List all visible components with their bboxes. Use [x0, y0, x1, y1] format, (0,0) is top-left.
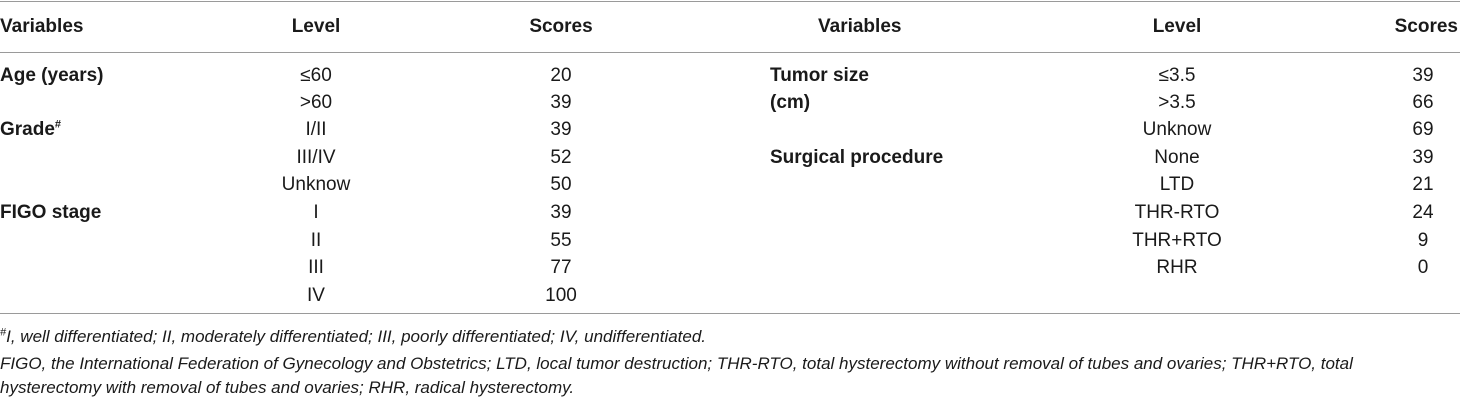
level-cell: RHR	[1156, 257, 1198, 278]
header-left-variables: Variables	[0, 16, 84, 37]
level-cell: III/IV	[296, 147, 336, 168]
header-left-level: Level	[291, 16, 341, 37]
level-cell: III	[308, 257, 324, 278]
score-cell: 39	[1412, 65, 1434, 86]
level-cell: II	[310, 230, 322, 251]
variable-surgical-procedure: Surgical procedure	[770, 147, 944, 168]
score-cell: 39	[550, 92, 572, 113]
table-header-rule	[0, 52, 1460, 53]
footnote-marker: #	[0, 326, 7, 339]
level-cell: >3.5	[1158, 92, 1196, 113]
level-cell: None	[1154, 147, 1200, 168]
score-cell: 50	[550, 174, 572, 195]
footnote-abbreviations-line1: FIGO, the International Federation of Gy…	[0, 354, 1353, 373]
footnote-grade-text: I, well differentiated; II, moderately d…	[6, 327, 707, 346]
score-cell: 66	[1412, 92, 1434, 113]
variable-grade: Grade#	[0, 119, 61, 141]
level-cell: Unknow	[281, 174, 351, 195]
header-left-scores: Scores	[529, 16, 593, 37]
header-right-level: Level	[1152, 16, 1202, 37]
score-cell: 20	[550, 65, 572, 86]
variable-tumor-size: Tumor size	[770, 65, 869, 86]
level-cell: IV	[307, 285, 325, 306]
score-cell: 0	[1417, 257, 1429, 278]
score-cell: 77	[550, 257, 572, 278]
score-cell: 52	[550, 147, 572, 168]
score-cell: 55	[550, 230, 572, 251]
level-cell: LTD	[1159, 174, 1195, 195]
level-cell: THR-RTO	[1134, 202, 1220, 223]
level-cell: >60	[299, 92, 333, 113]
level-cell: I	[313, 202, 319, 223]
score-cell: 69	[1412, 119, 1434, 140]
level-cell: Unknow	[1142, 119, 1212, 140]
level-cell: ≤60	[300, 65, 332, 86]
score-cell: 100	[545, 285, 577, 306]
score-cell: 39	[550, 119, 572, 140]
header-right-variables: Variables	[818, 16, 902, 37]
header-right-scores: Scores	[1394, 16, 1458, 37]
footnote-grade: #I, well differentiated; II, moderately …	[0, 326, 706, 347]
variable-tumor-size-unit: (cm)	[770, 92, 811, 113]
footnote-marker: #	[54, 118, 62, 131]
score-cell: 24	[1412, 202, 1434, 223]
score-cell: 39	[550, 202, 572, 223]
footnote-abbreviations-line2: hysterectomy with removal of tubes and o…	[0, 378, 575, 397]
level-cell: THR+RTO	[1132, 230, 1222, 251]
score-cell: 9	[1417, 230, 1429, 251]
table-top-rule	[0, 1, 1460, 2]
variable-age: Age (years)	[0, 65, 104, 86]
variable-figo-stage: FIGO stage	[0, 202, 102, 223]
level-cell: ≤3.5	[1158, 65, 1196, 86]
table-bottom-rule	[0, 313, 1460, 314]
score-cell: 39	[1412, 147, 1434, 168]
level-cell: I/II	[305, 119, 327, 140]
variable-grade-label: Grade	[0, 119, 55, 140]
score-cell: 21	[1412, 174, 1434, 195]
